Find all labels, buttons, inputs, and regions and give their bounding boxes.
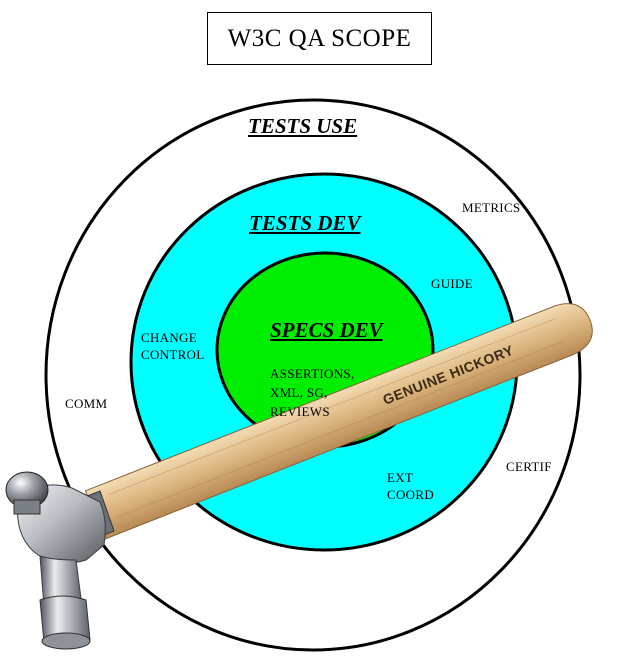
label-xml-sg: XML, SG,: [270, 385, 328, 400]
label-comm: COMM: [65, 396, 108, 411]
heading-tests-use: TESTS USE: [248, 114, 358, 138]
label-certif: CERTIF: [506, 459, 552, 474]
label-guide: GUIDE: [431, 276, 473, 291]
label-metrics: METRICS: [462, 200, 521, 215]
hammer-icon: GENUINE HICKORY: [5, 303, 593, 650]
label-control: CONTROL: [141, 347, 205, 362]
hammer-head: [5, 471, 106, 650]
label-ext: EXT: [387, 470, 414, 485]
heading-tests-dev: TESTS DEV: [249, 211, 361, 235]
label-assertions: ASSERTIONS,: [270, 366, 355, 381]
diagram-title: W3C QA SCOPE: [227, 24, 412, 52]
label-change: CHANGE: [141, 330, 197, 345]
heading-specs-dev: SPECS DEV: [270, 318, 383, 342]
label-reviews: REVIEWS: [270, 404, 330, 419]
title-box: W3C QA SCOPE: [207, 12, 432, 65]
label-coord: COORD: [387, 487, 435, 502]
